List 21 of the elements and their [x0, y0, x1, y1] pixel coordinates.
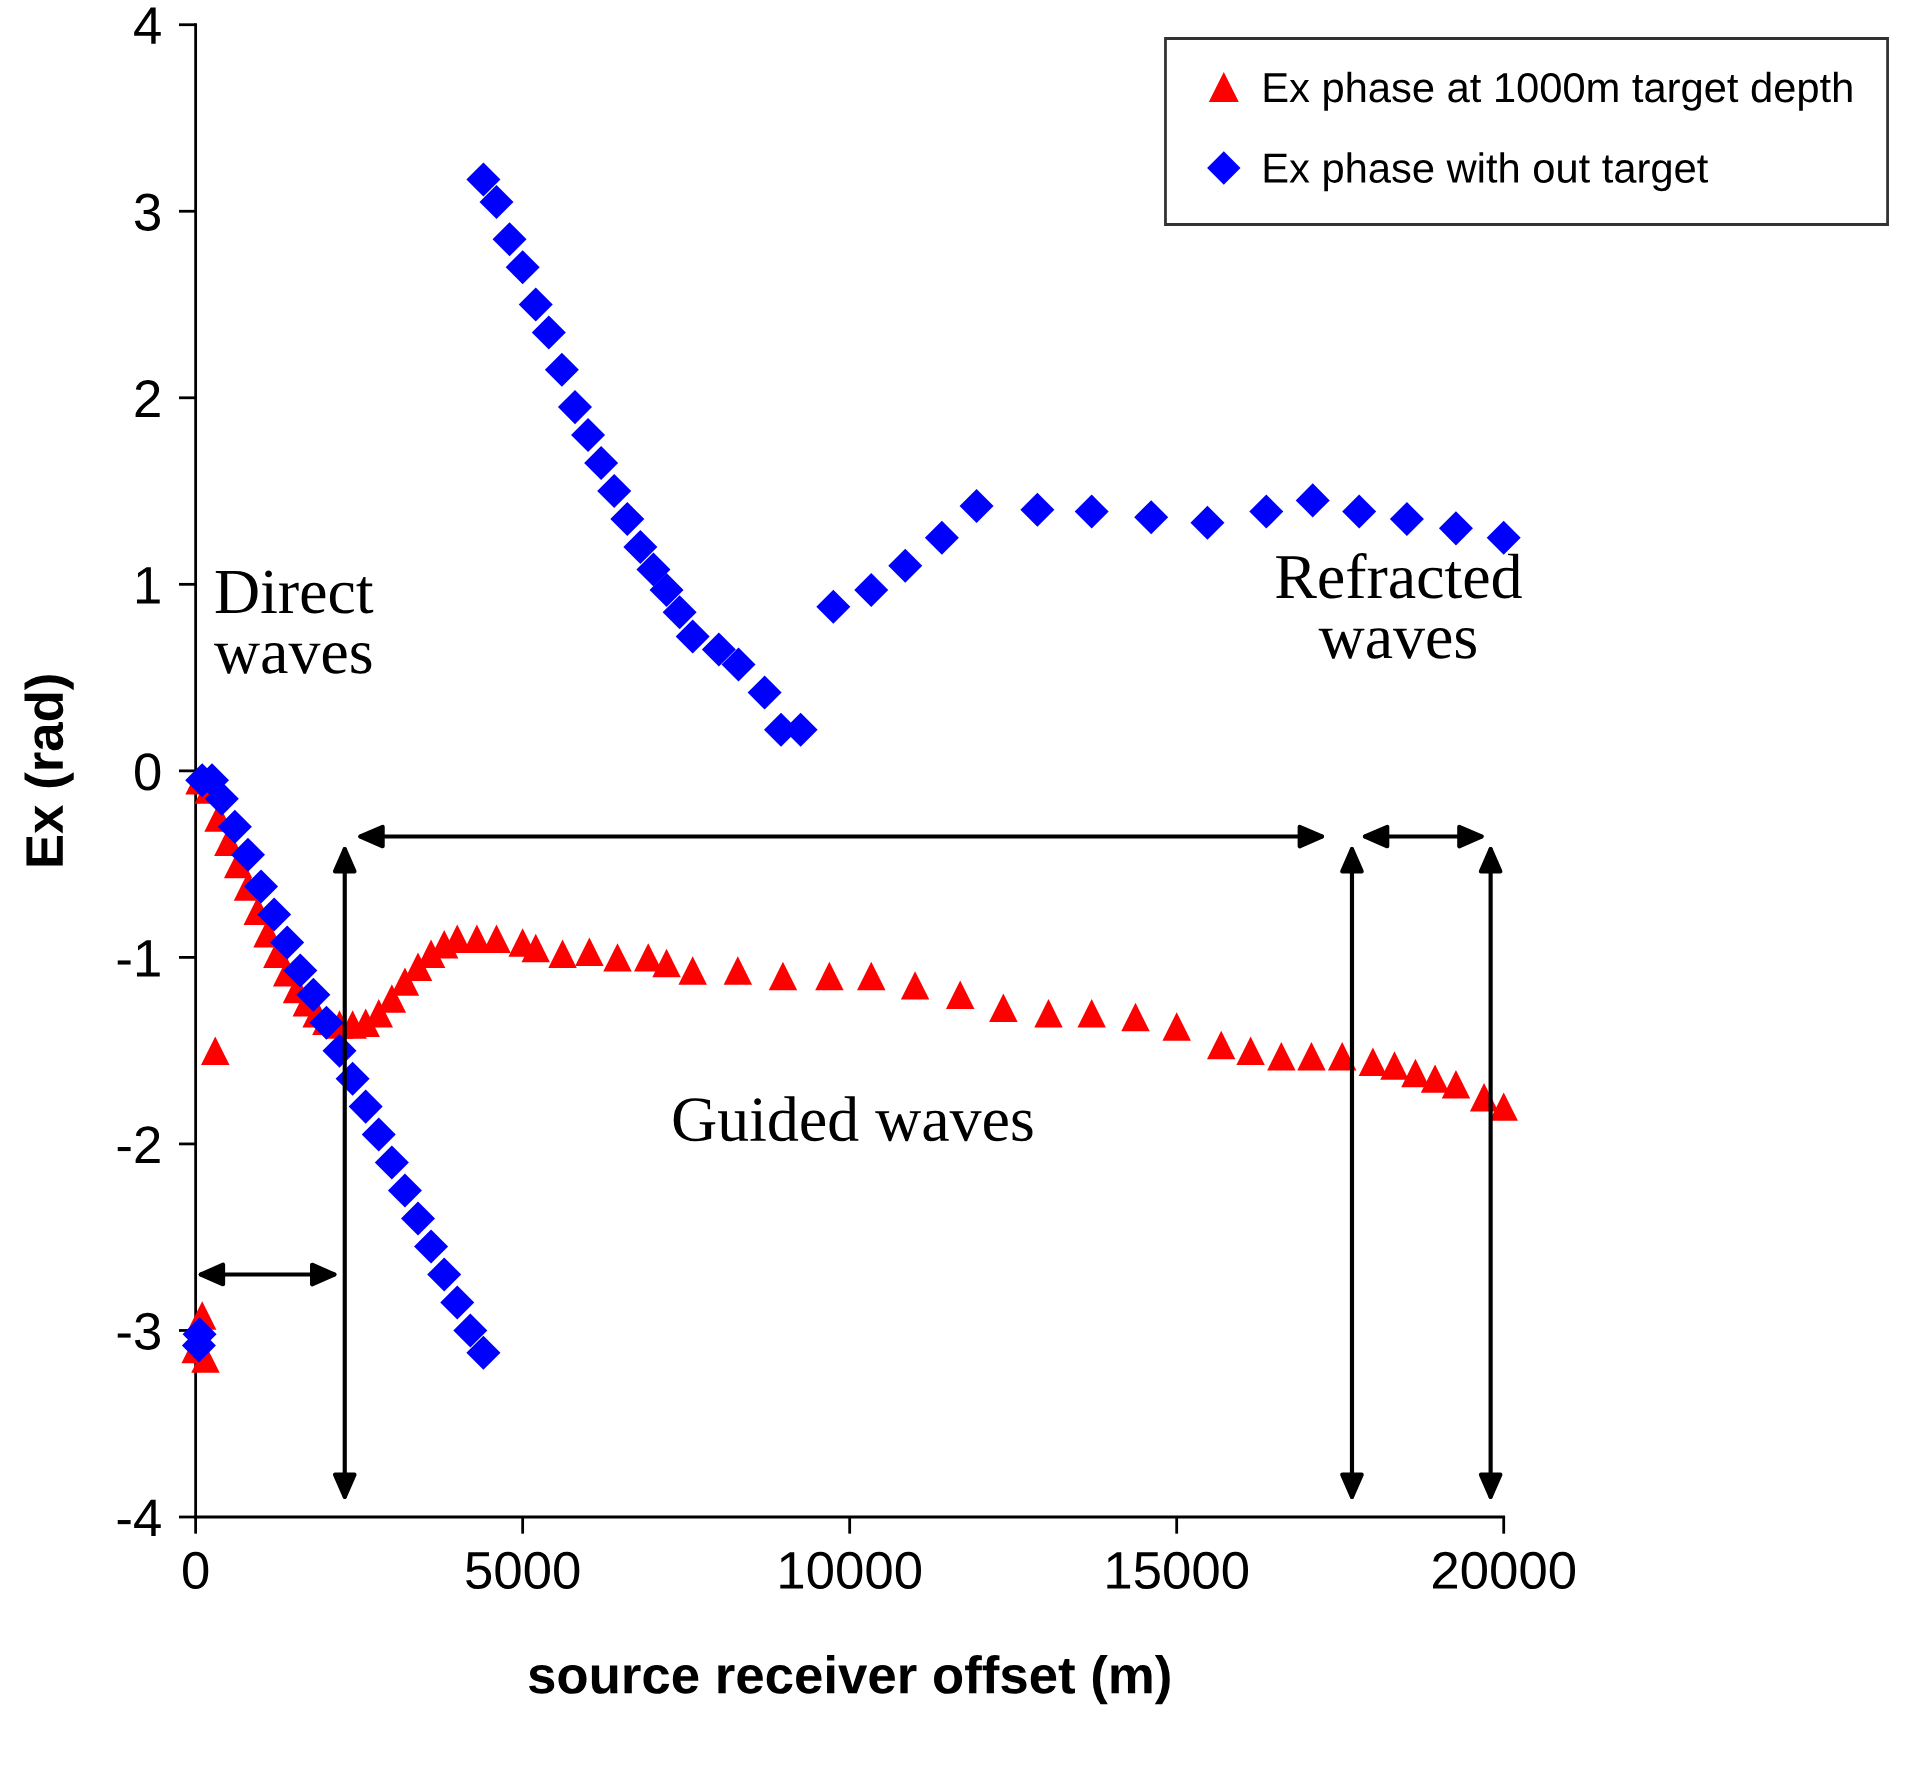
- annotation: Direct waves: [214, 570, 374, 674]
- legend-label: Ex phase at 1000m target depth: [1264, 71, 1852, 111]
- x-tick-label: 5000: [466, 1551, 580, 1590]
- y-axis-title: Ex (rad): [24, 675, 74, 866]
- legend-label: Ex phase with out target: [1264, 152, 1709, 192]
- y-tick-label: -3: [117, 1312, 160, 1351]
- y-tick-label: 3: [134, 193, 160, 231]
- x-tick-label: 15000: [1107, 1551, 1249, 1590]
- y-tick-label: -1: [117, 940, 160, 977]
- annotation: Guided waves: [673, 1096, 1033, 1142]
- x-axis-title: source receiver offset (m): [528, 1655, 1170, 1705]
- x-tick-label: 10000: [780, 1551, 921, 1590]
- y-tick-label: 2: [135, 380, 160, 417]
- y-tick-label: -2: [117, 1126, 160, 1164]
- y-tick-label: 0: [135, 753, 161, 791]
- annotation: Refracted waves: [1276, 552, 1522, 659]
- y-tick-label: -4: [117, 1499, 161, 1537]
- y-tick-label: 1: [136, 567, 160, 604]
- x-tick-label: 0: [183, 1551, 209, 1590]
- x-tick-label: 20000: [1432, 1551, 1576, 1590]
- y-tick-label: 4: [134, 7, 161, 44]
